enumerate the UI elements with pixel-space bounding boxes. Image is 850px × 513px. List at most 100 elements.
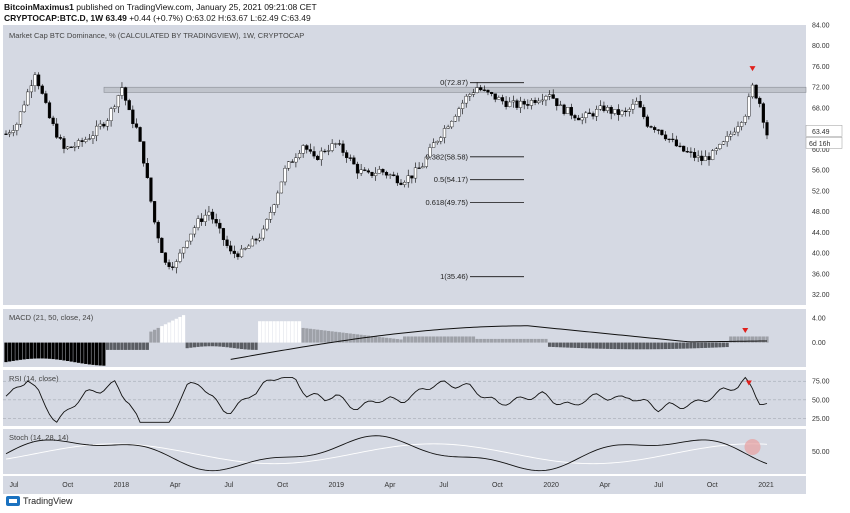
macd-bar — [352, 333, 356, 343]
rsi-line — [5, 376, 768, 423]
macd-bar — [703, 342, 707, 348]
macd-bar — [750, 336, 755, 343]
macd-bar — [587, 342, 592, 349]
candle-up — [120, 87, 124, 96]
stoch-d-line — [5, 443, 768, 465]
candle-up — [540, 99, 544, 102]
macd-bar — [258, 321, 262, 343]
tradingview-logo[interactable]: TradingView — [6, 496, 73, 506]
candle-down — [352, 157, 356, 165]
candle-up — [547, 94, 552, 97]
macd-bar — [363, 335, 367, 343]
fib-level-label: 0.5(54.17) — [434, 175, 469, 184]
macd-bar — [736, 336, 740, 343]
candle-up — [432, 142, 436, 148]
macd-bar — [326, 330, 331, 343]
price-tick-label: 52.00 — [812, 188, 830, 195]
macd-tick-label: 0.00 — [812, 340, 826, 347]
macd-bar — [518, 338, 523, 343]
macd-bar — [566, 342, 570, 348]
macd-bar — [207, 342, 211, 347]
macd-bar — [384, 337, 389, 343]
candle-down — [522, 100, 526, 105]
candle-down — [290, 161, 294, 163]
macd-bar — [377, 336, 381, 343]
panel-bg — [3, 370, 806, 426]
candle-up — [453, 116, 457, 122]
candle-down — [308, 149, 312, 152]
candle-down — [44, 93, 48, 103]
macd-bar — [305, 328, 309, 343]
macd-bar — [504, 338, 508, 343]
macd-bar — [421, 336, 425, 343]
candle-up — [584, 112, 588, 119]
macd-bar — [700, 342, 704, 349]
candle-up — [413, 167, 418, 179]
macd-bar — [453, 336, 457, 343]
macd-bar — [341, 332, 345, 343]
candle-down — [761, 103, 765, 123]
macd-bar — [406, 336, 410, 343]
macd-bar — [558, 342, 563, 348]
candle-up — [247, 245, 251, 249]
macd-bar — [301, 327, 305, 343]
macd-bar — [370, 336, 374, 343]
macd-bar — [294, 321, 298, 343]
candle-up — [192, 227, 197, 235]
candle-down — [123, 87, 128, 101]
macd-bar — [732, 336, 736, 343]
macd-bar — [55, 342, 59, 360]
macd-bar — [551, 342, 555, 348]
candle-up — [435, 140, 439, 143]
candle-down — [214, 219, 218, 224]
candle-down — [363, 169, 367, 171]
candle-up — [595, 109, 599, 117]
candles — [4, 72, 769, 274]
candle-down — [4, 133, 8, 135]
candle-down — [47, 102, 52, 119]
macd-bar — [671, 342, 675, 349]
candle-up — [566, 107, 570, 114]
macd-bar — [547, 342, 552, 347]
macd-bar — [489, 338, 494, 343]
macd-bar — [464, 336, 468, 343]
brand-label: TradingView — [23, 496, 73, 506]
rsi-tick-label: 50.00 — [812, 397, 830, 404]
macd-bar — [236, 342, 240, 349]
macd-bar — [537, 338, 541, 343]
candle-up — [98, 123, 102, 127]
macd-bar — [417, 336, 421, 343]
macd-bar — [620, 342, 624, 350]
macd-bar — [330, 331, 334, 343]
macd-bar — [156, 327, 160, 343]
macd-bar — [609, 342, 613, 349]
author-name[interactable]: BitcoinMaximus1 — [4, 2, 74, 12]
macd-bar — [765, 336, 769, 343]
macd-bar — [486, 338, 490, 343]
candle-down — [671, 138, 675, 140]
time-tick-label: 2018 — [114, 482, 130, 489]
candle-down — [167, 262, 171, 267]
candle-up — [471, 92, 476, 95]
macd-bar — [624, 342, 628, 350]
macd-bar — [660, 342, 664, 350]
candle-up — [178, 252, 182, 262]
candle-down — [678, 145, 682, 147]
candle-down — [341, 143, 345, 153]
candle-up — [439, 137, 443, 142]
candle-up — [740, 122, 744, 127]
macd-bar — [529, 338, 534, 343]
price-tick-label: 76.00 — [812, 64, 830, 71]
macd-bar — [312, 329, 316, 343]
candle-up — [421, 166, 425, 169]
candle-up — [87, 138, 91, 140]
macd-marker — [742, 327, 749, 333]
candle-up — [94, 125, 99, 136]
last-price-label: 63.49 — [812, 129, 830, 136]
macd-bar — [482, 338, 486, 343]
candle-down — [638, 101, 642, 108]
candle-up — [406, 175, 410, 183]
macd-bar — [283, 321, 287, 343]
candle-down — [645, 116, 650, 127]
